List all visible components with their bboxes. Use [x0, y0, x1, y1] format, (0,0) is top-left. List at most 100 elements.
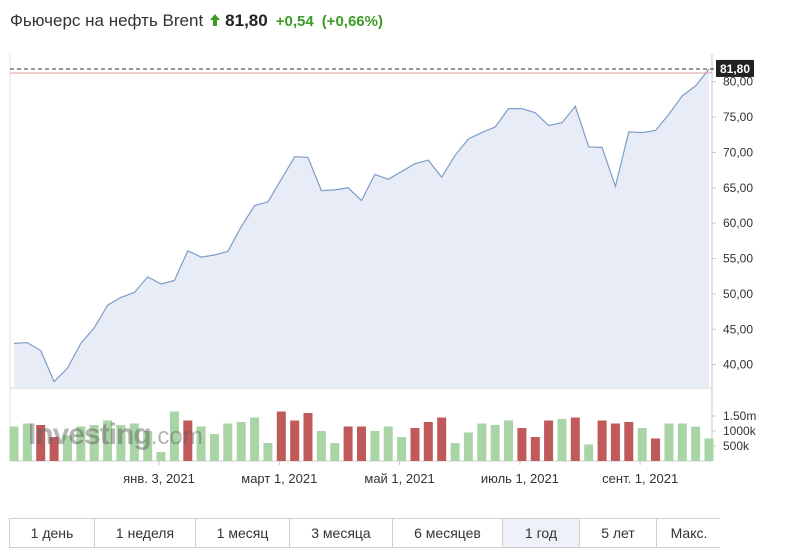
volume-bar-51[interactable] — [691, 426, 701, 462]
volume-bar-4[interactable] — [63, 435, 72, 462]
volume-bar-3[interactable] — [49, 437, 59, 461]
volume-bar-39[interactable] — [530, 437, 540, 461]
price-point-49[interactable] — [667, 113, 670, 116]
price-point-23[interactable] — [320, 189, 323, 192]
volume-bar-26[interactable] — [357, 426, 366, 462]
volume-bar-19[interactable] — [263, 443, 273, 461]
price-point-14[interactable] — [200, 256, 203, 259]
price-point-26[interactable] — [360, 199, 363, 202]
price-point-8[interactable] — [119, 296, 122, 299]
price-point-36[interactable] — [494, 126, 497, 129]
volume-bar-34[interactable] — [463, 432, 473, 462]
volume-bar-52[interactable] — [704, 438, 714, 462]
tab-8[interactable]: Макс. — [657, 519, 721, 547]
volume-bar-7[interactable] — [103, 420, 113, 462]
volume-bar-31[interactable] — [423, 422, 433, 461]
volume-bar-16[interactable] — [223, 423, 233, 462]
price-point-45[interactable] — [614, 185, 617, 188]
volume-bar-10[interactable] — [143, 431, 153, 461]
price-point-6[interactable] — [93, 326, 96, 329]
price-point-34[interactable] — [467, 138, 470, 141]
price-point-46[interactable] — [627, 130, 630, 133]
price-point-31[interactable] — [427, 159, 430, 162]
volume-bar-13[interactable] — [183, 420, 193, 462]
price-point-32[interactable] — [440, 176, 443, 179]
price-point-35[interactable] — [480, 131, 483, 134]
volume-bar-15[interactable] — [210, 434, 219, 461]
price-point-51[interactable] — [694, 84, 697, 87]
price-point-1[interactable] — [26, 341, 29, 344]
price-point-25[interactable] — [347, 186, 350, 189]
volume-bar-28[interactable] — [383, 426, 393, 462]
volume-bar-40[interactable] — [544, 420, 554, 462]
volume-bar-8[interactable] — [116, 425, 126, 461]
volume-bar-50[interactable] — [677, 423, 687, 462]
price-point-50[interactable] — [681, 94, 684, 97]
volume-bar-38[interactable] — [517, 428, 527, 461]
price-point-41[interactable] — [561, 121, 564, 124]
volume-bar-48[interactable] — [651, 438, 660, 462]
volume-bar-46[interactable] — [624, 422, 634, 461]
volume-bar-22[interactable] — [303, 413, 313, 461]
price-point-22[interactable] — [307, 156, 310, 159]
volume-bar-0[interactable] — [9, 426, 19, 462]
volume-bar-36[interactable] — [490, 425, 500, 461]
price-point-10[interactable] — [146, 275, 149, 278]
price-point-48[interactable] — [654, 129, 657, 132]
tab-7[interactable]: 5 лет — [580, 519, 657, 547]
tab-4[interactable]: 3 месяца — [290, 519, 393, 547]
price-point-12[interactable] — [173, 279, 176, 282]
price-point-30[interactable] — [414, 162, 417, 165]
price-point-21[interactable] — [293, 155, 296, 158]
volume-bar-27[interactable] — [370, 431, 380, 461]
volume-bar-6[interactable] — [89, 425, 99, 461]
price-point-47[interactable] — [641, 131, 644, 134]
price-point-5[interactable] — [79, 342, 82, 345]
volume-bar-30[interactable] — [410, 428, 420, 461]
tab-6[interactable]: 1 год — [503, 519, 580, 547]
price-point-7[interactable] — [106, 304, 109, 307]
volume-bar-45[interactable] — [610, 423, 620, 462]
volume-bar-32[interactable] — [437, 417, 447, 462]
price-point-13[interactable] — [186, 249, 189, 252]
volume-bar-49[interactable] — [664, 423, 674, 462]
volume-bar-47[interactable] — [637, 428, 647, 461]
price-point-15[interactable] — [213, 254, 216, 257]
price-point-44[interactable] — [601, 146, 604, 149]
price-point-4[interactable] — [66, 367, 69, 370]
price-point-37[interactable] — [507, 107, 510, 110]
volume-bar-35[interactable] — [477, 423, 487, 462]
price-point-3[interactable] — [53, 380, 56, 383]
volume-bar-17[interactable] — [236, 422, 246, 461]
price-point-40[interactable] — [547, 124, 550, 127]
volume-bar-23[interactable] — [316, 431, 326, 461]
volume-bar-43[interactable] — [584, 444, 594, 462]
price-point-33[interactable] — [454, 154, 457, 157]
price-point-28[interactable] — [387, 178, 390, 181]
tab-1[interactable]: 1 день — [10, 519, 95, 547]
price-point-0[interactable] — [13, 342, 16, 345]
price-point-39[interactable] — [534, 111, 537, 114]
price-point-17[interactable] — [240, 225, 243, 228]
volume-bar-44[interactable] — [597, 420, 607, 462]
volume-bar-11[interactable] — [156, 452, 166, 461]
price-point-18[interactable] — [253, 204, 256, 207]
price-point-27[interactable] — [373, 173, 376, 176]
price-point-42[interactable] — [574, 105, 577, 108]
price-point-38[interactable] — [520, 107, 523, 110]
volume-bar-25[interactable] — [343, 426, 353, 462]
volume-bar-20[interactable] — [276, 411, 286, 462]
volume-bar-29[interactable] — [397, 437, 407, 461]
price-point-2[interactable] — [39, 349, 42, 352]
tab-5[interactable]: 6 месяцев — [393, 519, 503, 547]
volume-bar-5[interactable] — [76, 426, 86, 462]
volume-bar-12[interactable] — [169, 411, 179, 462]
volume-bar-14[interactable] — [196, 426, 206, 462]
price-point-16[interactable] — [226, 250, 229, 253]
volume-bar-37[interactable] — [504, 420, 513, 462]
price-point-29[interactable] — [400, 170, 403, 173]
tab-3[interactable]: 1 месяц — [196, 519, 290, 547]
volume-bar-41[interactable] — [557, 419, 567, 461]
price-point-20[interactable] — [280, 178, 283, 181]
volume-bar-33[interactable] — [450, 443, 460, 461]
